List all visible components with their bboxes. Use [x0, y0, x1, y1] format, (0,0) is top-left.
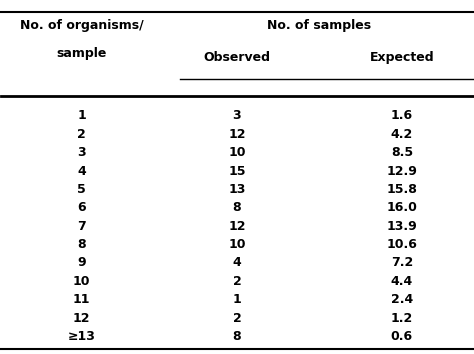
Text: 2: 2: [77, 128, 86, 141]
Text: 5: 5: [77, 183, 86, 196]
Text: 2: 2: [233, 312, 241, 325]
Text: 1: 1: [77, 109, 86, 122]
Text: 2.4: 2.4: [391, 293, 413, 306]
Text: 9: 9: [77, 256, 86, 269]
Text: 8: 8: [233, 330, 241, 343]
Text: 12: 12: [73, 312, 90, 325]
Text: 3: 3: [77, 146, 86, 159]
Text: 4: 4: [233, 256, 241, 269]
Text: 8.5: 8.5: [391, 146, 413, 159]
Text: 11: 11: [73, 293, 90, 306]
Text: Expected: Expected: [370, 51, 434, 64]
Text: 7: 7: [77, 220, 86, 233]
Text: 6: 6: [77, 201, 86, 214]
Text: 8: 8: [233, 201, 241, 214]
Text: 1.2: 1.2: [391, 312, 413, 325]
Text: 16.0: 16.0: [386, 201, 418, 214]
Text: 10: 10: [228, 146, 246, 159]
Text: 10.6: 10.6: [386, 238, 418, 251]
Text: 1.6: 1.6: [391, 109, 413, 122]
Text: 0.6: 0.6: [391, 330, 413, 343]
Text: sample: sample: [56, 47, 107, 60]
Text: 4.4: 4.4: [391, 275, 413, 288]
Text: 13: 13: [228, 183, 246, 196]
Text: 13.9: 13.9: [387, 220, 417, 233]
Text: 4.2: 4.2: [391, 128, 413, 141]
Text: 12: 12: [228, 220, 246, 233]
Text: 15: 15: [228, 165, 246, 178]
Text: 7.2: 7.2: [391, 256, 413, 269]
Text: 10: 10: [73, 275, 90, 288]
Text: 4: 4: [77, 165, 86, 178]
Text: 1: 1: [233, 293, 241, 306]
Text: ≥13: ≥13: [68, 330, 95, 343]
Text: 8: 8: [77, 238, 86, 251]
Text: 12.9: 12.9: [386, 165, 418, 178]
Text: 2: 2: [233, 275, 241, 288]
Text: 15.8: 15.8: [386, 183, 418, 196]
Text: No. of samples: No. of samples: [267, 19, 372, 32]
Text: 10: 10: [228, 238, 246, 251]
Text: 12: 12: [228, 128, 246, 141]
Text: No. of organisms/: No. of organisms/: [19, 19, 143, 32]
Text: Observed: Observed: [203, 51, 271, 64]
Text: 3: 3: [233, 109, 241, 122]
